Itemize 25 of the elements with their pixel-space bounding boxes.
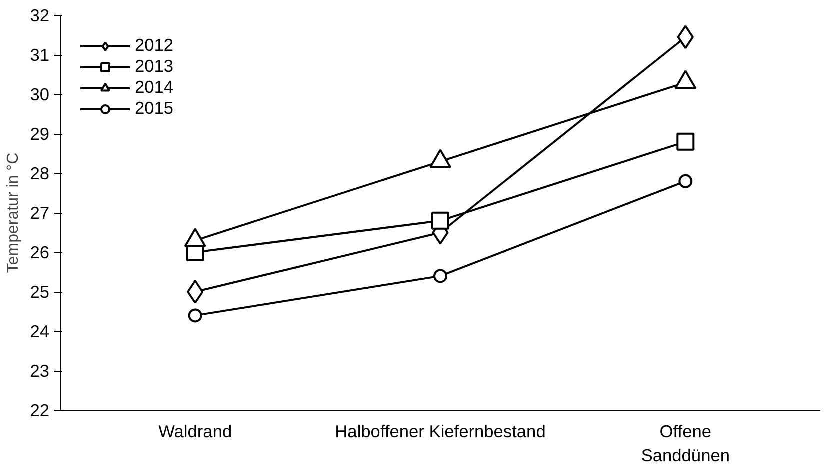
y-tick-label: 30 [30, 84, 50, 104]
y-tick-label: 23 [30, 361, 50, 381]
y-tick-label: 29 [30, 124, 50, 144]
legend-label: 2012 [135, 35, 174, 56]
point [676, 132, 695, 151]
point [678, 174, 693, 188]
y-tick-label: 26 [30, 242, 50, 262]
point [188, 308, 202, 323]
legend-label: 2013 [135, 56, 174, 77]
x-tick-label: Waldrand [158, 422, 232, 442]
point [432, 212, 450, 230]
y-tick-label: 25 [30, 282, 50, 302]
y-tick-label: 28 [30, 164, 50, 184]
point [187, 280, 204, 304]
y-tick-label: 31 [30, 45, 50, 65]
y-tick-label: 24 [30, 322, 50, 342]
y-tick-label: 27 [30, 203, 50, 223]
y-axis-title: Temperatur in °C [5, 152, 22, 274]
point [434, 269, 448, 284]
x-tick-label: Halboffener Kiefernbestand [335, 422, 546, 442]
x-tick-label: Offene Sanddünen [641, 422, 730, 466]
y-tick-label: 32 [30, 6, 50, 26]
legend-label: 2014 [135, 77, 174, 98]
legend-label: 2015 [135, 98, 174, 119]
y-tick-label: 22 [30, 400, 50, 420]
